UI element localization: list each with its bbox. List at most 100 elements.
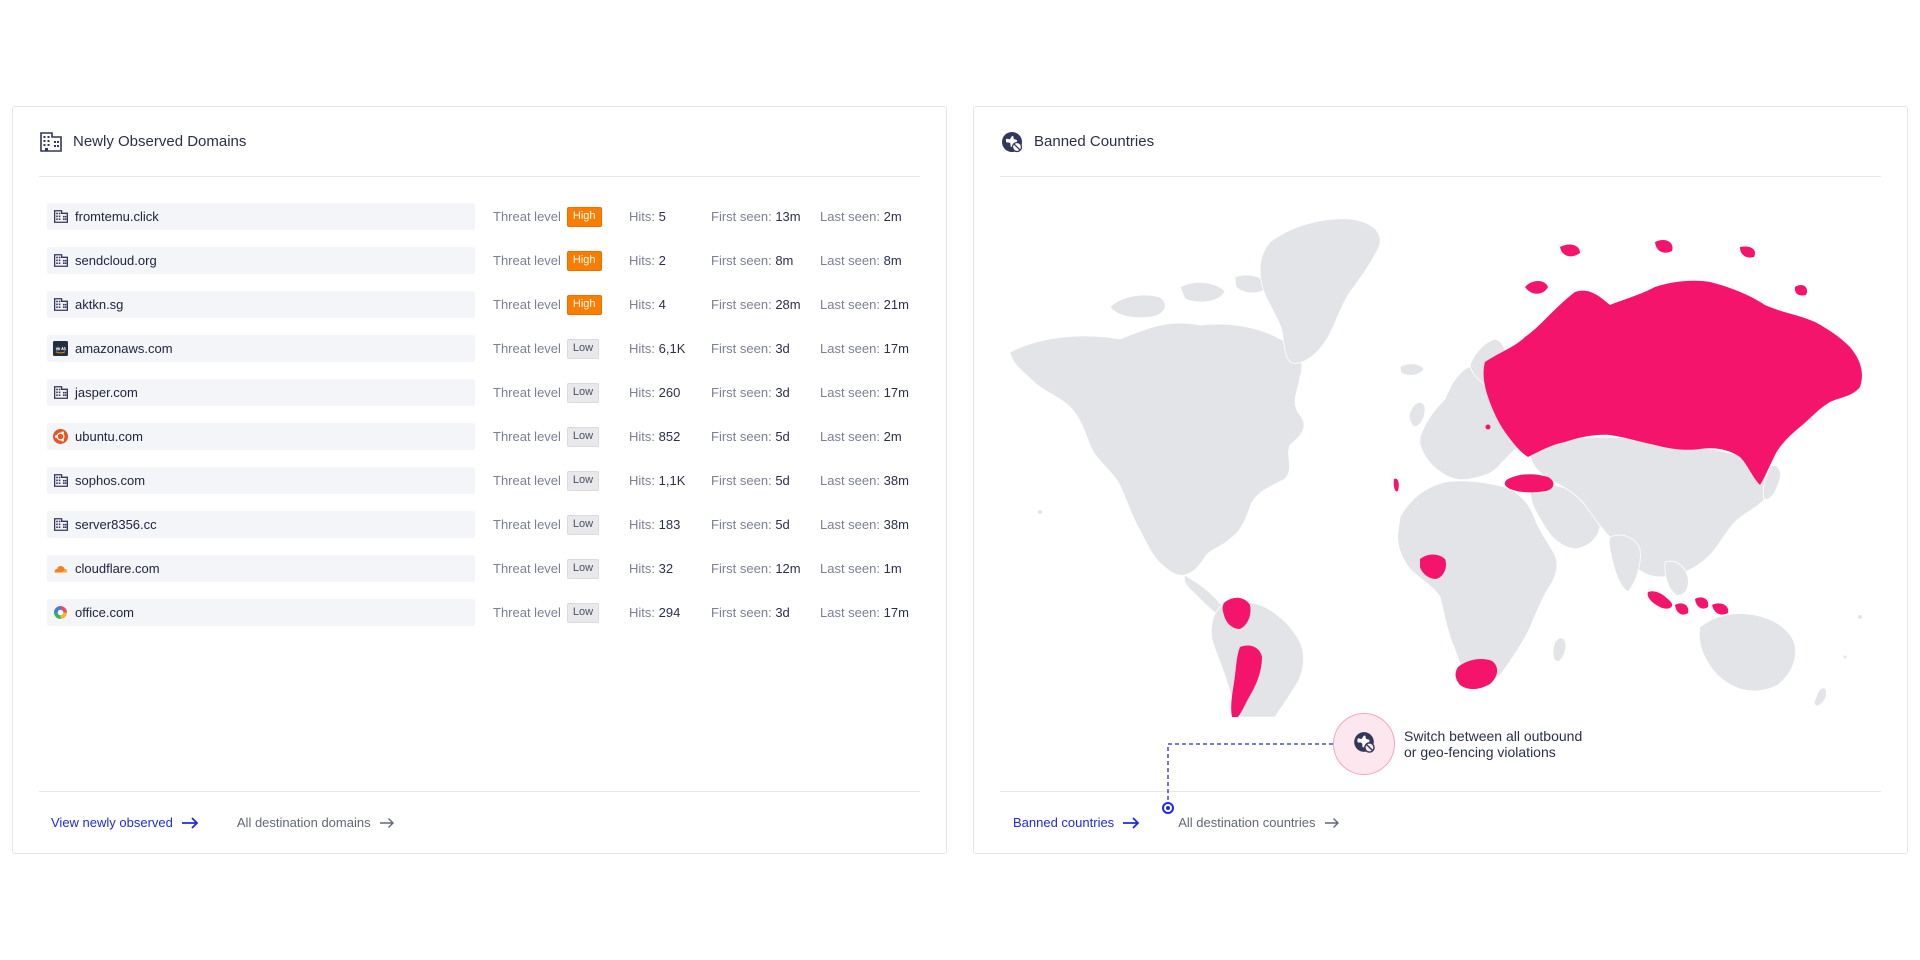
first-seen-value: 8m (775, 253, 794, 268)
domain-row[interactable]: cloudflare.com Threat level Low Hits: 32 Fir… (47, 555, 927, 599)
hits-cell: Hits: 1,1K (629, 467, 685, 494)
domain-row[interactable]: fromtemu.click Threat level High Hits: 5 Fir… (47, 203, 927, 247)
first-seen-label: First seen: (711, 385, 772, 400)
threat-level-cell: Threat level Low (493, 599, 600, 626)
first-seen-cell: First seen: 13m (711, 203, 801, 230)
last-seen-value: 8m (883, 253, 902, 268)
domain-row[interactable]: office.com Threat level Low Hits: 294 First … (47, 599, 927, 643)
threat-label: Threat level (493, 209, 561, 224)
last-seen-value: 17m (883, 341, 909, 356)
hits-label: Hits: (629, 385, 655, 400)
last-seen-cell: Last seen: 8m (820, 247, 902, 274)
domain-name: amazonaws.com (75, 341, 173, 356)
building-icon (39, 130, 63, 154)
banned-countries-link[interactable]: Banned countries (1013, 815, 1140, 830)
building-icon (53, 473, 68, 488)
last-seen-value: 17m (883, 605, 909, 620)
threat-label: Threat level (493, 517, 561, 532)
card-footer: View newly observed All destination doma… (39, 791, 920, 853)
geo-toggle-button[interactable] (1333, 713, 1395, 775)
domain-name-cell[interactable]: office.com (47, 599, 475, 626)
aws-icon (53, 341, 68, 356)
domain-row[interactable]: jasper.com Threat level Low Hits: 260 First … (47, 379, 927, 423)
threat-level-cell: Threat level High (493, 203, 602, 230)
world-map (1000, 187, 1880, 718)
view-newly-observed-link[interactable]: View newly observed (51, 815, 199, 830)
first-seen-cell: First seen: 12m (711, 555, 801, 582)
arrow-right-icon (181, 816, 199, 829)
hits-value: 2 (658, 253, 666, 268)
first-seen-label: First seen: (711, 341, 772, 356)
first-seen-cell: First seen: 3d (711, 335, 790, 362)
hits-cell: Hits: 852 (629, 423, 680, 450)
first-seen-cell: First seen: 5d (711, 511, 790, 538)
office-icon (53, 605, 68, 620)
globe-lock-icon (1352, 730, 1376, 759)
link-label: Banned countries (1013, 815, 1115, 830)
banned-countries-card: Banned Countries (973, 106, 1908, 854)
domain-row[interactable]: sendcloud.org Threat level High Hits: 2 Firs… (47, 247, 927, 291)
hits-value: 260 (658, 385, 681, 400)
first-seen-value: 3d (775, 605, 790, 620)
last-seen-value: 1m (883, 561, 902, 576)
hits-cell: Hits: 183 (629, 511, 680, 538)
last-seen-cell: Last seen: 17m (820, 335, 909, 362)
threat-label: Threat level (493, 473, 561, 488)
first-seen-cell: First seen: 8m (711, 247, 793, 274)
last-seen-label: Last seen: (820, 561, 880, 576)
domain-row[interactable]: sophos.com Threat level Low Hits: 1,1K First… (47, 467, 927, 511)
first-seen-label: First seen: (711, 297, 772, 312)
domain-name-cell[interactable]: sendcloud.org (47, 247, 475, 274)
domain-name-cell[interactable]: server8356.cc (47, 511, 475, 538)
last-seen-label: Last seen: (820, 517, 880, 532)
threat-level-cell: Threat level Low (493, 555, 600, 582)
domain-name: jasper.com (75, 385, 138, 400)
ubuntu-icon (53, 429, 68, 444)
domain-row[interactable]: aktkn.sg Threat level High Hits: 4 First see… (47, 291, 927, 335)
arrow-right-icon (379, 817, 395, 829)
domain-row[interactable]: amazonaws.com Threat level Low Hits: 6,1K Fi… (47, 335, 927, 379)
newly-observed-domains-card: Newly Observed Domains fromtemu.click Thr… (12, 106, 947, 854)
threat-label: Threat level (493, 253, 561, 268)
threat-level-cell: Threat level Low (493, 511, 600, 538)
domain-name: server8356.cc (75, 517, 157, 532)
domain-name-cell[interactable]: jasper.com (47, 379, 475, 406)
last-seen-label: Last seen: (820, 209, 880, 224)
hits-label: Hits: (629, 473, 655, 488)
domain-row[interactable]: server8356.cc Threat level Low Hits: 183 Fir… (47, 511, 927, 555)
first-seen-label: First seen: (711, 473, 772, 488)
threat-level-cell: Threat level Low (493, 379, 600, 406)
globe-lock-icon (1000, 130, 1024, 154)
link-label: View newly observed (51, 815, 173, 830)
domain-row[interactable]: ubuntu.com Threat level Low Hits: 852 First … (47, 423, 927, 467)
hits-label: Hits: (629, 429, 655, 444)
threat-label: Threat level (493, 341, 561, 356)
threat-badge: High (566, 294, 602, 315)
first-seen-value: 3d (775, 385, 790, 400)
card-title: Banned Countries (1034, 133, 1155, 150)
last-seen-cell: Last seen: 2m (820, 203, 902, 230)
domain-name-cell[interactable]: amazonaws.com (47, 335, 475, 362)
first-seen-value: 12m (775, 561, 801, 576)
all-destination-domains-link[interactable]: All destination domains (237, 815, 395, 830)
domain-name-cell[interactable]: fromtemu.click (47, 203, 475, 230)
domain-name: sophos.com (75, 473, 146, 488)
banned-turkey (1504, 474, 1554, 493)
last-seen-label: Last seen: (820, 605, 880, 620)
domain-name-cell[interactable]: sophos.com (47, 467, 475, 494)
first-seen-label: First seen: (711, 209, 772, 224)
domain-name-cell[interactable]: ubuntu.com (47, 423, 475, 450)
hint-line-1: Switch between all outbound (1404, 728, 1583, 744)
domain-name: ubuntu.com (75, 429, 143, 444)
domain-name: office.com (75, 605, 135, 620)
threat-level-cell: Threat level Low (493, 335, 600, 362)
banned-russia (1483, 280, 1862, 485)
link-label: All destination countries (1178, 815, 1316, 830)
all-destination-countries-link[interactable]: All destination countries (1178, 815, 1339, 830)
hits-value: 32 (658, 561, 674, 576)
hits-value: 294 (658, 605, 681, 620)
hits-label: Hits: (629, 209, 655, 224)
last-seen-value: 2m (883, 209, 902, 224)
domain-name-cell[interactable]: cloudflare.com (47, 555, 475, 582)
domain-name-cell[interactable]: aktkn.sg (47, 291, 475, 318)
